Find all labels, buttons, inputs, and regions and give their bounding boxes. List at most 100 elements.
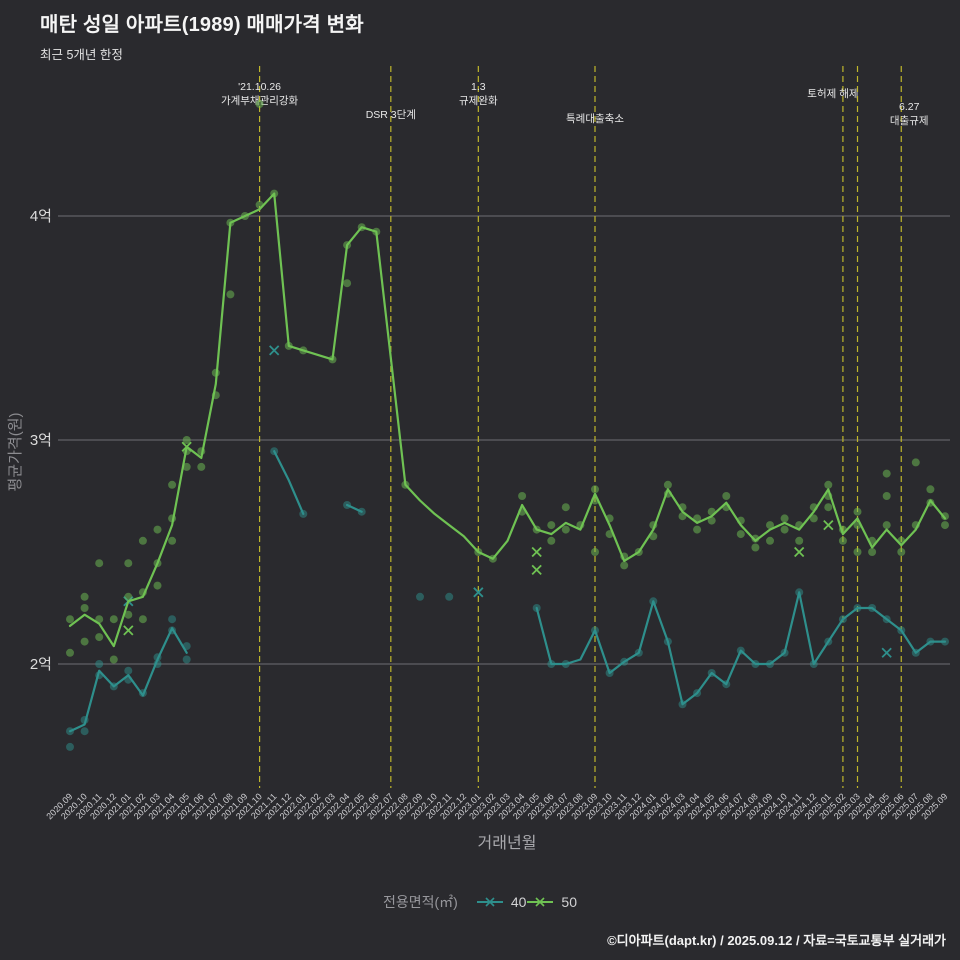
data-point-40 [561, 660, 570, 668]
data-point-40 [138, 689, 147, 698]
data-point-50 [168, 536, 177, 545]
data-point-50 [824, 503, 833, 512]
data-point-50 [795, 521, 804, 530]
y-tick-label: 4억 [30, 208, 52, 225]
cancelled-deal-x-mark-40 [269, 345, 280, 356]
event-label: '21.10.26 [238, 81, 281, 93]
x-axis-title: 거래년월 [478, 834, 537, 852]
data-point-50 [343, 279, 352, 288]
data-point-50 [255, 100, 264, 108]
data-point-40 [445, 592, 454, 601]
cancelled-deal-x-mark-50 [794, 546, 805, 558]
data-point-50 [66, 648, 74, 657]
data-point-50 [561, 503, 570, 512]
event-label: 대출규제 [890, 115, 929, 127]
data-point-50 [897, 548, 906, 556]
copyright-text: ©디아파트(dapt.kr) / 2025.09.12 / 자료=국토교통부 실… [607, 933, 946, 948]
data-point-50 [926, 485, 935, 494]
y-tick-label: 2억 [30, 656, 52, 673]
data-point-50 [853, 521, 862, 530]
data-point-50 [649, 521, 658, 530]
data-point-50 [853, 548, 862, 556]
data-point-40 [357, 507, 366, 516]
data-point-50 [766, 521, 774, 530]
data-point-50 [153, 525, 162, 534]
data-point-50 [401, 480, 410, 489]
data-point-50 [211, 391, 220, 400]
data-point-50 [897, 536, 906, 545]
data-point-50 [255, 200, 264, 209]
data-point-50 [95, 633, 104, 642]
data-point-50 [168, 480, 177, 489]
data-point-50 [518, 507, 527, 516]
data-point-50 [576, 521, 585, 530]
data-point-50 [226, 290, 235, 299]
data-point-50 [795, 536, 804, 545]
data-point-50 [824, 492, 833, 500]
data-point-40 [838, 615, 847, 624]
data-point-40 [66, 727, 74, 736]
data-point-50 [270, 189, 279, 198]
data-point-40 [634, 648, 643, 657]
legend-line-x-marker-icon [527, 896, 554, 907]
cancelled-deal-x-mark-50 [123, 625, 134, 636]
data-point-40 [882, 615, 891, 624]
data-point-50 [663, 480, 672, 489]
data-point-50 [182, 436, 191, 444]
data-point-50 [868, 548, 877, 556]
data-point-50 [941, 512, 949, 521]
chart-header: 매탄 성일 아파트(1989) 매매가격 변화 최근 5개년 한정 [40, 8, 364, 63]
legend-item-50: 50 [526, 894, 577, 910]
data-point-50 [211, 368, 220, 377]
legend-label-50: 50 [561, 893, 577, 910]
data-point-50 [678, 503, 687, 512]
data-point-40 [153, 660, 162, 668]
data-point-50 [182, 462, 191, 471]
cancelled-deal-x-mark-50 [531, 546, 542, 558]
data-point-40 [124, 675, 133, 684]
data-point-40 [897, 626, 906, 635]
data-point-50 [80, 604, 89, 612]
data-point-40 [824, 637, 833, 646]
data-point-50 [95, 615, 104, 624]
legend-line-x-marker-icon [476, 896, 503, 907]
data-point-40 [547, 660, 556, 668]
event-label: 토허제 해제 [807, 87, 858, 100]
data-point-50 [299, 346, 308, 355]
cancelled-deal-x-mark-50 [531, 564, 542, 576]
data-point-40 [941, 637, 949, 646]
data-point-50 [678, 512, 687, 521]
data-point-50 [809, 514, 818, 523]
data-point-40 [620, 657, 629, 666]
data-point-50 [109, 615, 118, 624]
data-point-40 [707, 669, 716, 677]
data-point-50 [241, 212, 249, 220]
data-point-40 [649, 597, 658, 606]
data-point-50 [809, 503, 818, 512]
data-point-50 [722, 492, 731, 500]
data-point-50 [124, 610, 133, 619]
data-point-50 [605, 514, 614, 523]
data-point-50 [66, 615, 74, 624]
data-point-50 [138, 615, 147, 624]
data-point-50 [197, 462, 206, 471]
legend-item-40: 40 [476, 894, 526, 910]
data-point-40 [80, 727, 89, 736]
data-point-50 [882, 469, 891, 478]
data-point-40 [182, 655, 191, 664]
data-point-40 [182, 642, 191, 651]
event-label: 1.3 [471, 81, 486, 93]
data-point-40 [343, 501, 352, 509]
data-point-50 [532, 525, 541, 534]
data-point-40 [153, 653, 162, 662]
data-point-40 [109, 682, 118, 691]
event-label: DSR 3단계 [366, 109, 416, 121]
data-point-50 [605, 530, 614, 539]
legend-title: 전용면적(㎡) [382, 894, 458, 910]
data-point-40 [95, 671, 104, 680]
data-point-40 [605, 669, 614, 677]
data-point-50 [109, 655, 118, 664]
data-point-40 [795, 588, 804, 597]
data-point-50 [853, 507, 862, 516]
